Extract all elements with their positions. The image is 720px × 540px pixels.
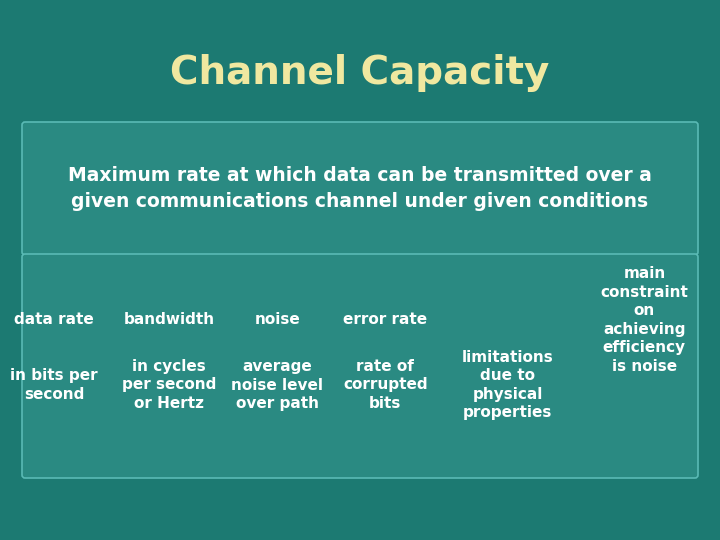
Text: average
noise level
over path: average noise level over path <box>231 359 323 411</box>
Text: limitations
due to
physical
properties: limitations due to physical properties <box>462 349 554 421</box>
Text: data rate: data rate <box>14 313 94 327</box>
Text: in bits per
second: in bits per second <box>10 368 98 402</box>
Text: in cycles
per second
or Hertz: in cycles per second or Hertz <box>122 359 217 411</box>
FancyBboxPatch shape <box>22 254 698 478</box>
Text: main
constraint
on
achieving
efficiency
is noise: main constraint on achieving efficiency … <box>600 266 688 374</box>
FancyBboxPatch shape <box>22 122 698 255</box>
Text: Maximum rate at which data can be transmitted over a
given communications channe: Maximum rate at which data can be transm… <box>68 166 652 211</box>
Text: Channel Capacity: Channel Capacity <box>171 54 549 92</box>
Text: error rate: error rate <box>343 313 427 327</box>
Text: noise: noise <box>254 313 300 327</box>
Text: bandwidth: bandwidth <box>124 313 215 327</box>
Text: rate of
corrupted
bits: rate of corrupted bits <box>343 359 428 411</box>
